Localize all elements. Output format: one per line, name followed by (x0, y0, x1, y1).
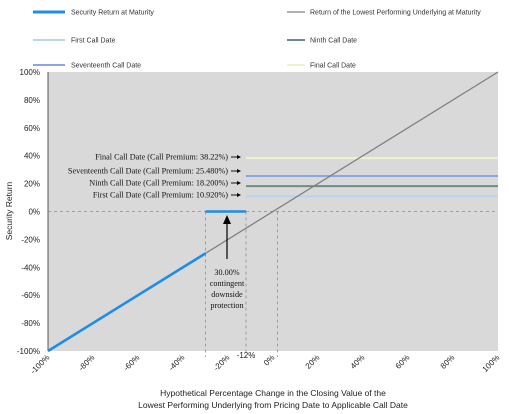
y-axis-title: Security Return (4, 181, 14, 240)
annotation-arrow-first-call (231, 193, 241, 197)
x-tick-label: -100% (29, 353, 52, 376)
x-axis-title-line-1: Hypothetical Percentage Change in the Cl… (160, 388, 386, 398)
y-tick-label: 0% (28, 208, 40, 217)
legend-label-security-return: Security Return at Maturity (71, 10, 154, 17)
x-tick-label: -20% (212, 353, 232, 373)
protection-arrow (223, 215, 231, 259)
protection-annotation: 30.00% contingent downside protection (210, 215, 245, 310)
series-security-return-downside (47, 252, 207, 353)
annotation-seventeenth-call: Seventeenth Call Date (Call Premium: 25.… (68, 167, 228, 176)
y-tick-label: 40% (24, 152, 40, 161)
x-tick-label: -80% (77, 353, 97, 373)
y-tick-label: -20% (21, 235, 40, 244)
x-tick-label: -60% (122, 353, 142, 373)
x-axis-title-line-2: Lowest Performing Underlying from Pricin… (138, 400, 408, 410)
x-tick-label: 60% (394, 353, 412, 371)
y-tick-label: 80% (24, 96, 40, 105)
annotation-first-call: First Call Date (Call Premium: 10.920%) (93, 191, 228, 200)
y-tick-label: 20% (24, 180, 40, 189)
x-tick-label: -40% (167, 353, 187, 373)
call-date-lines (246, 157, 498, 198)
protection-text-line-1: 30.00% (214, 268, 239, 277)
annotation-arrow-final-call (231, 155, 241, 159)
protection-text-line-3: downside (211, 290, 243, 299)
x-tick-label: 20% (304, 353, 322, 371)
y-tick-label: -80% (21, 319, 40, 328)
y-tick-label: -60% (21, 291, 40, 300)
x-tick-label: 0% (262, 353, 277, 368)
legend-label-seventeenth-call: Seventeenth Call Date (71, 63, 141, 70)
protection-text-line-2: contingent (210, 279, 245, 288)
annotation-ninth-call: Ninth Call Date (Call Premium: 18.200%) (89, 179, 228, 188)
x-tick-labels: -100% -80% -60% -40% -20% 0% 20% 40% 60% 80% 100% (29, 353, 502, 376)
y-tick-label: 100% (20, 68, 40, 77)
y-tick-label: 60% (24, 124, 40, 133)
annotation-final-call: Final Call Date (Call Premium: 38.22%) (95, 153, 228, 162)
legend-label-first-call: First Call Date (71, 38, 115, 45)
x-tick-label: 100% (481, 353, 502, 374)
annotation-arrow-seventeenth-call (231, 169, 241, 173)
x-tick-label: 40% (349, 353, 367, 371)
legend-label-ninth-call: Ninth Call Date (310, 38, 357, 45)
protection-text-line-4: protection (210, 301, 243, 310)
y-tick-label: -100% (17, 347, 40, 356)
x-tick-label: 80% (439, 353, 457, 371)
legend-label-final-call: Final Call Date (310, 63, 356, 70)
legend: Security Return at Maturity Return of th… (33, 10, 481, 70)
legend-label-lowest-underlying: Return of the Lowest Performing Underlyi… (310, 10, 481, 17)
call-annotations: Final Call Date (Call Premium: 38.22%) S… (68, 153, 241, 200)
y-tick-label: -40% (21, 263, 40, 272)
annotation-arrow-ninth-call (231, 181, 241, 185)
marker-label-minus-12: -12% (237, 351, 256, 360)
y-tick-labels: 100% 80% 60% 40% 20% 0% -20% -40% -60% -80% -100% (17, 68, 40, 356)
